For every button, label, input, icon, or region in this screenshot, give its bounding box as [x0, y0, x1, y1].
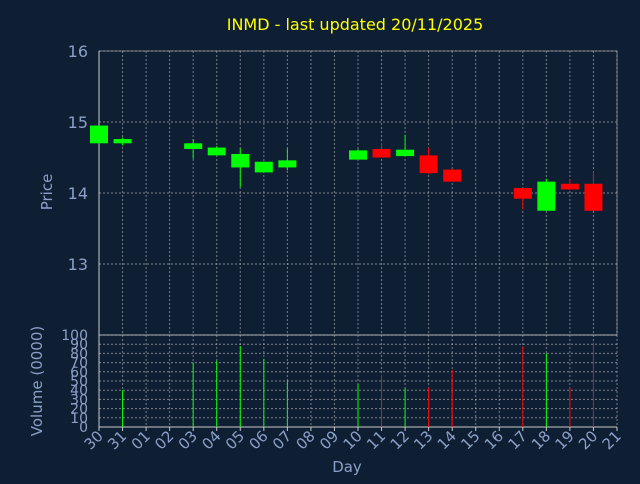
candle-body	[254, 161, 273, 173]
volume-tick-label: 20	[70, 402, 88, 418]
price-tick-label: 15	[68, 113, 88, 132]
volume-tick-label: 10	[70, 411, 88, 427]
x-axis-label: Day	[332, 458, 362, 476]
candle-body	[349, 150, 367, 160]
y-axis-label: Price	[38, 174, 56, 211]
candle-body	[231, 153, 250, 168]
volume-tick-label: 60	[70, 365, 88, 381]
volume-axis-label: Volume (0000)	[28, 326, 46, 436]
volume-tick-label: 30	[70, 392, 88, 408]
candle-body	[584, 183, 603, 211]
price-tick-label: 14	[68, 184, 88, 203]
candle-body	[184, 143, 203, 149]
volume-tick-label: 40	[70, 383, 88, 399]
candle-body	[443, 169, 462, 182]
volume-tick-label: 80	[70, 346, 88, 362]
candle-body	[90, 125, 108, 144]
candle-body	[560, 183, 579, 190]
price-tick-label: 16	[68, 42, 88, 61]
candle-body	[372, 148, 391, 158]
candle-body	[113, 139, 132, 144]
volume-tick-label: 90	[70, 337, 88, 353]
price-panel: 13 14 15 16	[68, 42, 618, 427]
candle-body	[207, 147, 226, 156]
candle-body	[513, 188, 532, 199]
candle-body	[537, 181, 556, 211]
volume-tick-label: 70	[70, 356, 88, 372]
volume-tick-label: 100	[61, 328, 88, 344]
price-tick-label: 13	[68, 255, 88, 274]
candle-body	[396, 149, 415, 157]
volume-tick-label: 50	[70, 374, 88, 390]
x-axis: 3031010203040506070809101112131415161718…	[81, 427, 625, 453]
chart-title: INMD - last updated 20/11/2025	[227, 15, 484, 34]
candle-body	[419, 155, 438, 174]
candle-body	[278, 160, 297, 168]
volume-tick-label: 0	[79, 420, 88, 436]
